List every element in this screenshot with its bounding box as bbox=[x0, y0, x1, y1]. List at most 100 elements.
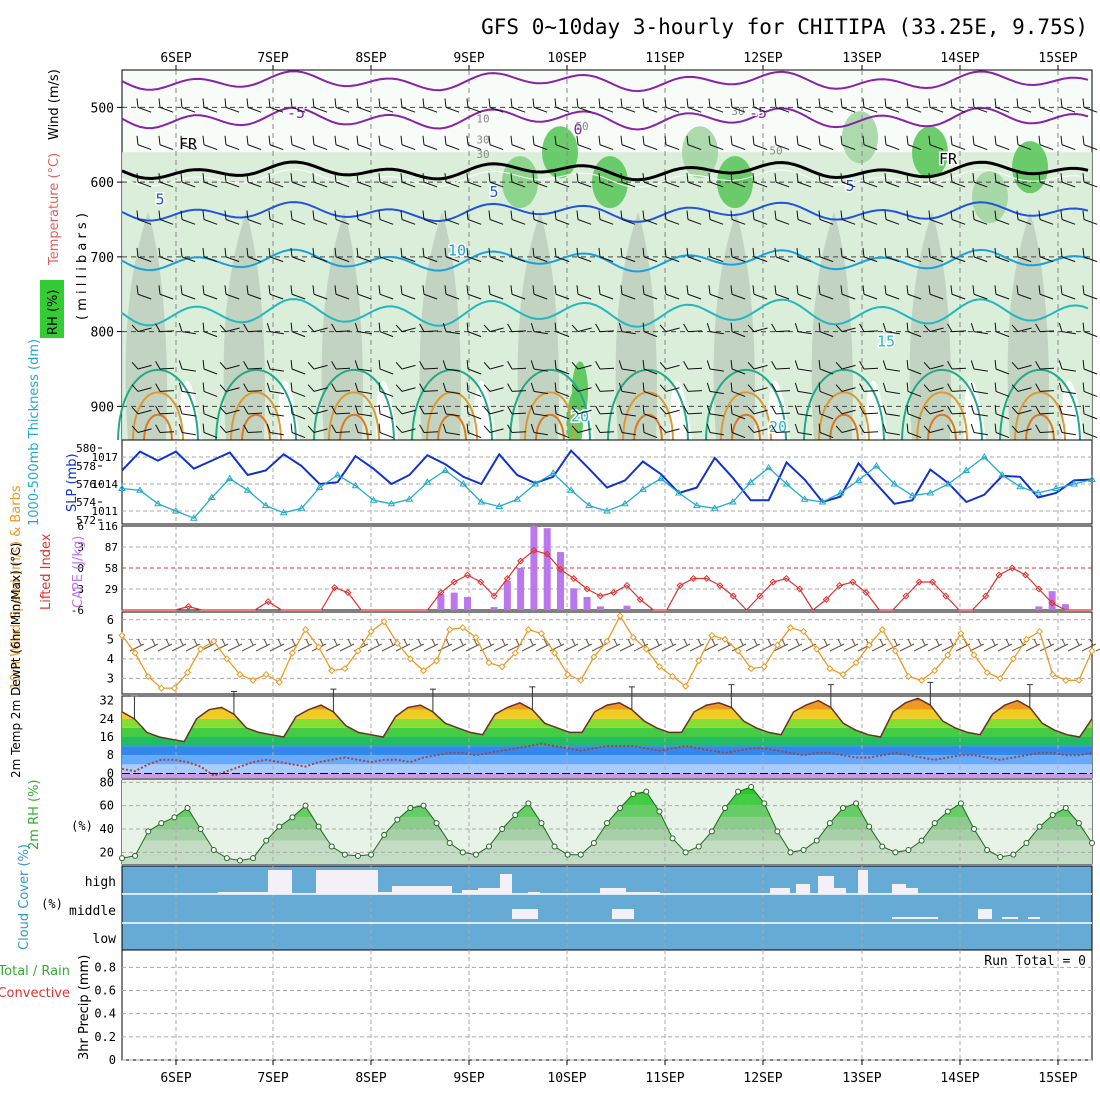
wind10-barb bbox=[563, 638, 579, 652]
cloud-high-bar bbox=[626, 892, 660, 894]
wind-barb bbox=[730, 247, 746, 263]
wind-barb bbox=[1082, 247, 1098, 263]
wind-barb bbox=[507, 360, 527, 370]
wind-barb bbox=[818, 173, 834, 188]
wind-barb bbox=[928, 247, 944, 263]
date-label: 13SEP bbox=[842, 51, 881, 66]
wind-barb bbox=[131, 384, 152, 392]
wind10-barb bbox=[1025, 638, 1041, 652]
wind-barb bbox=[483, 324, 504, 333]
rh-cloud-column bbox=[1007, 212, 1050, 440]
rh-contour-label: 30 bbox=[476, 133, 489, 146]
date-label: 6SEP bbox=[160, 1071, 191, 1086]
wind-barb bbox=[818, 322, 834, 338]
lifted-marker bbox=[929, 578, 937, 586]
rh-marker bbox=[1023, 840, 1030, 846]
cloud-high-bar bbox=[796, 884, 810, 894]
thickness-marker bbox=[154, 499, 162, 507]
lifted-marker bbox=[995, 571, 1003, 579]
wind10-barb bbox=[325, 638, 341, 652]
isotherm-label: 20 bbox=[571, 407, 589, 425]
wind-barb bbox=[268, 173, 284, 188]
lifted-marker bbox=[703, 574, 711, 583]
wind10-barb bbox=[745, 638, 761, 652]
wind-barb bbox=[994, 247, 1010, 263]
wind10-marker bbox=[1049, 670, 1057, 679]
wind10-marker bbox=[524, 626, 532, 634]
wind-barb bbox=[422, 285, 438, 300]
lifted-marker bbox=[623, 581, 631, 590]
p6-label: 2m RH (%) bbox=[27, 779, 42, 850]
cape-bar bbox=[463, 596, 471, 610]
wind10-tick-label: 5 bbox=[107, 632, 114, 646]
thickness-marker bbox=[549, 469, 557, 476]
thickness-marker bbox=[1088, 475, 1096, 482]
wind-barb bbox=[466, 173, 482, 188]
isotherm-25 bbox=[818, 391, 870, 441]
rh-marker bbox=[328, 843, 335, 850]
lifted-marker bbox=[676, 581, 684, 590]
wind-barb bbox=[752, 135, 768, 151]
isotherm-30 bbox=[535, 413, 565, 441]
wind10-barb bbox=[647, 638, 663, 652]
thickness-marker bbox=[225, 474, 234, 482]
slp-tick-label: 1011 bbox=[92, 505, 119, 518]
rh-marker bbox=[315, 823, 322, 830]
wind10-marker bbox=[603, 637, 611, 645]
wind10-marker bbox=[734, 647, 742, 655]
wind-barb bbox=[859, 360, 879, 370]
wind-barb bbox=[419, 405, 439, 415]
isotherm-25 bbox=[328, 391, 380, 441]
wind-barb bbox=[422, 173, 438, 188]
wind-barb bbox=[906, 173, 922, 188]
wind-barb bbox=[266, 405, 284, 417]
cloud-mid-bar bbox=[512, 909, 538, 919]
thickness-tick-label: 576 bbox=[76, 478, 96, 491]
rh-marker bbox=[957, 800, 964, 807]
cloud-level-label: low bbox=[93, 932, 117, 947]
rh-contour-label: 50 bbox=[575, 120, 588, 133]
wind10-marker bbox=[406, 655, 414, 663]
rh-marker bbox=[931, 820, 938, 827]
wind-barb bbox=[158, 98, 174, 113]
wind-barb bbox=[818, 98, 834, 113]
thickness-marker bbox=[854, 476, 863, 483]
cape-bar bbox=[596, 606, 604, 610]
rh-cloud-column bbox=[517, 212, 560, 440]
rh-marker bbox=[538, 820, 545, 827]
precip-tick-label: 0 bbox=[109, 1053, 116, 1067]
wind-barb bbox=[136, 210, 152, 225]
wind-barb bbox=[1011, 384, 1032, 392]
isotherm-25 bbox=[720, 391, 772, 441]
wind-barb bbox=[994, 423, 1010, 439]
rh-marker bbox=[551, 843, 558, 850]
wind-barb bbox=[312, 210, 328, 225]
rh-marker bbox=[420, 802, 427, 809]
wind-barb bbox=[659, 384, 680, 392]
rh-marker bbox=[119, 855, 125, 862]
wind-barb bbox=[246, 247, 262, 263]
wind-barb bbox=[970, 405, 988, 417]
wind-barb bbox=[664, 210, 680, 225]
wind-barb bbox=[771, 405, 791, 415]
wind-barb bbox=[378, 423, 394, 439]
wind-barb bbox=[664, 285, 680, 300]
wind-barb bbox=[378, 382, 394, 397]
wind10-barb bbox=[773, 638, 789, 652]
thickness-marker bbox=[459, 480, 468, 487]
temp-color-band bbox=[122, 718, 1092, 728]
cape-bar bbox=[570, 588, 578, 610]
isotherm-30 bbox=[339, 413, 369, 441]
cape-bar bbox=[503, 581, 511, 610]
wind-barb bbox=[598, 247, 614, 263]
wind-barb bbox=[419, 360, 439, 370]
wind-barb bbox=[862, 210, 878, 225]
wind-barb bbox=[466, 285, 482, 300]
wind10-barb bbox=[633, 638, 649, 652]
lifted-marker bbox=[344, 588, 352, 597]
temp-color-band bbox=[122, 737, 1092, 747]
wind10-barb bbox=[997, 638, 1013, 652]
pressure-tick-label: 900 bbox=[91, 400, 114, 415]
cape-bar bbox=[1061, 604, 1069, 610]
wind-barb bbox=[595, 405, 615, 415]
